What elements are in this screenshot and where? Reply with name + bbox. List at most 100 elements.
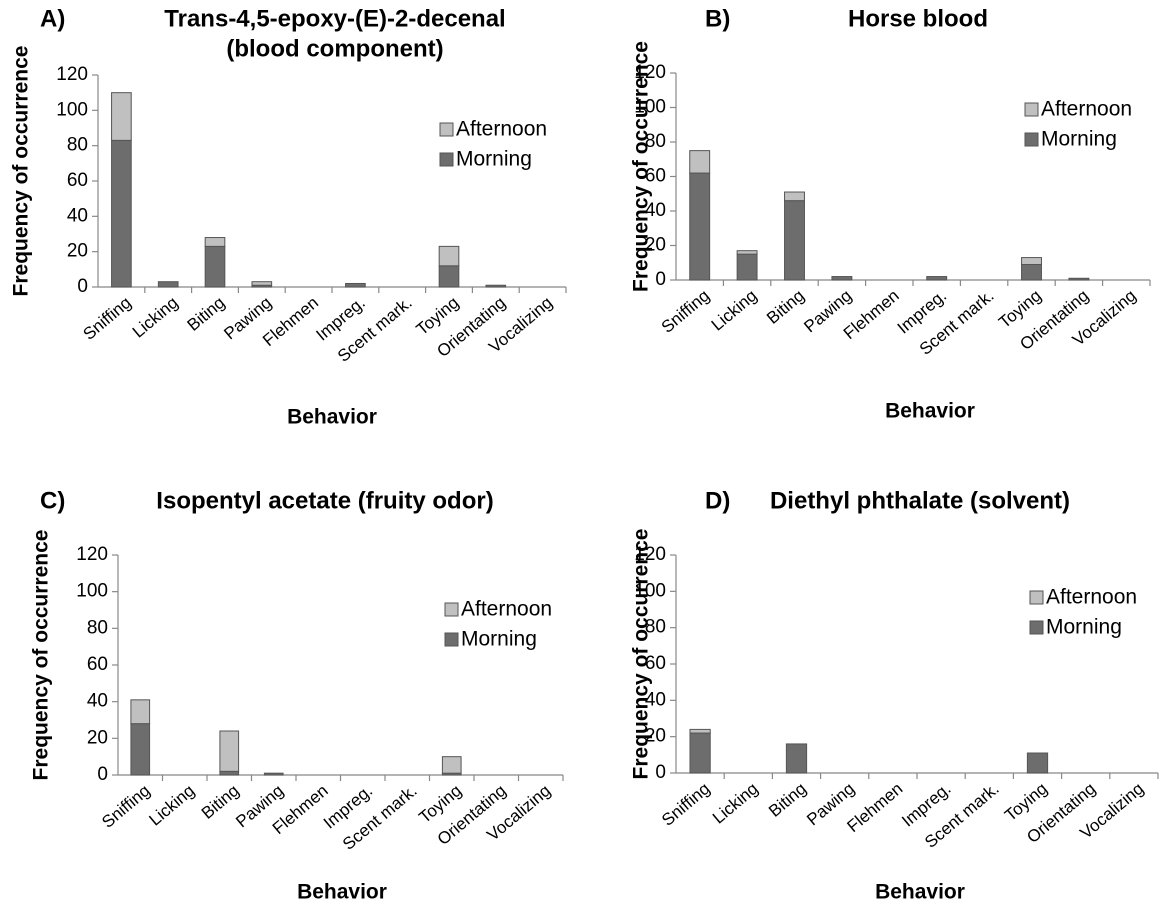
- y-tick-label: 60: [87, 654, 108, 675]
- y-tick-label: 60: [67, 170, 88, 191]
- bar-segment: [263, 772, 284, 776]
- bar-segment: [1021, 263, 1042, 281]
- panel-label: A): [40, 5, 65, 32]
- bar-segment: [219, 770, 240, 776]
- x-tick-label: Sniffing: [658, 286, 713, 337]
- bar-segment: [831, 276, 853, 281]
- y-tick-label: 0: [77, 276, 88, 297]
- y-tick-label: 120: [76, 544, 108, 565]
- bar-segment: [689, 728, 711, 734]
- bar-segment: [345, 282, 366, 288]
- y-tick-label: 80: [87, 617, 108, 638]
- y-axis-title: Frequency of occurrence: [30, 530, 53, 781]
- bar-segment: [736, 253, 758, 281]
- bar-segment: [441, 756, 462, 774]
- x-tick-label: Sniffing: [658, 779, 713, 830]
- bar-segment: [204, 245, 226, 288]
- legend-swatch: [1024, 132, 1039, 147]
- x-axis-title: Behavior: [885, 400, 975, 423]
- x-tick-label: Licking: [129, 293, 182, 342]
- bar-segment: [1021, 257, 1042, 265]
- bar-segment: [1068, 277, 1090, 281]
- bar-segment: [438, 245, 460, 267]
- y-axis-title: Frequency of occurrence: [630, 529, 653, 780]
- bar-segment: [785, 743, 808, 774]
- y-tick-label: 20: [67, 241, 88, 262]
- x-axis-title: Behavior: [287, 406, 377, 429]
- chart-title: Horse blood: [848, 5, 988, 32]
- y-tick-label: 120: [634, 544, 666, 565]
- y-tick-label: 100: [56, 99, 88, 120]
- y-tick-label: 0: [655, 269, 666, 290]
- y-tick-label: 80: [645, 131, 666, 152]
- y-tick-label: 80: [645, 617, 666, 638]
- legend-label: Afternoon: [461, 598, 552, 621]
- y-axis-title: Frequency of occurrence: [10, 46, 33, 297]
- bar-segment: [736, 250, 758, 255]
- bar-segment: [689, 172, 711, 281]
- legend-label: Morning: [461, 628, 537, 651]
- y-tick-label: 40: [645, 689, 666, 710]
- bar-segment: [130, 723, 151, 776]
- bar-segment: [130, 699, 151, 725]
- bar-segment: [251, 281, 273, 286]
- bar-segment: [784, 191, 805, 202]
- y-tick-label: 100: [634, 97, 666, 118]
- bar-segment: [689, 732, 711, 774]
- y-tick-label: 40: [67, 205, 88, 226]
- legend-swatch: [439, 152, 454, 167]
- panel-label: B): [705, 5, 730, 32]
- y-tick-label: 120: [634, 62, 666, 83]
- x-tick-label: Licking: [145, 781, 198, 830]
- y-tick-label: 40: [87, 691, 108, 712]
- y-tick-label: 20: [645, 726, 666, 747]
- bar-segment: [111, 139, 132, 288]
- y-tick-label: 60: [645, 166, 666, 187]
- bar-segment: [784, 200, 805, 281]
- legend-swatch: [1024, 102, 1039, 117]
- bar-segment: [438, 265, 460, 288]
- bar-segment: [689, 150, 711, 174]
- y-tick-label: 40: [645, 200, 666, 221]
- y-tick-label: 60: [645, 653, 666, 674]
- legend-swatch: [444, 602, 459, 617]
- legend-label: Afternoon: [1041, 98, 1132, 121]
- legend-swatch: [444, 632, 459, 647]
- y-tick-label: 20: [87, 727, 108, 748]
- chart-title: Isopentyl acetate (fruity odor): [156, 487, 493, 514]
- legend-swatch: [1029, 620, 1044, 635]
- legend-swatch: [1029, 590, 1044, 605]
- legend-label: Afternoon: [456, 118, 547, 141]
- x-axis-title: Behavior: [297, 881, 387, 901]
- y-tick-label: 20: [645, 235, 666, 256]
- legend-label: Afternoon: [1046, 586, 1137, 609]
- legend-label: Morning: [456, 148, 532, 171]
- y-tick-label: 0: [655, 762, 666, 783]
- x-tick-label: Licking: [708, 286, 761, 335]
- chart-title: Diethyl phthalate (solvent): [770, 487, 1070, 514]
- y-axis-title: Frequency of occurrence: [630, 41, 653, 292]
- bar-segment: [157, 281, 179, 288]
- y-tick-label: 0: [97, 764, 108, 785]
- legend-label: Morning: [1041, 128, 1117, 151]
- x-tick-label: Sniffing: [98, 781, 153, 832]
- x-tick-label: Sniffing: [79, 293, 134, 344]
- chart-title: (blood component): [226, 35, 443, 62]
- chart-title: Trans-4,5-epoxy-(E)-2-decenal: [164, 5, 505, 32]
- bar-segment: [111, 92, 132, 141]
- x-axis-title: Behavior: [875, 881, 965, 901]
- y-tick-label: 120: [56, 64, 88, 85]
- x-tick-label: Licking: [709, 779, 762, 828]
- panel-label: C): [40, 487, 65, 514]
- y-tick-label: 80: [67, 135, 88, 156]
- bar-segment: [204, 237, 226, 247]
- bar-segment: [1026, 752, 1049, 774]
- legend-swatch: [439, 122, 454, 137]
- bar-segment: [219, 730, 240, 772]
- panel-label: D): [705, 487, 730, 514]
- legend-label: Morning: [1046, 616, 1122, 639]
- bar-segment: [926, 276, 948, 281]
- bar-segment: [485, 284, 507, 288]
